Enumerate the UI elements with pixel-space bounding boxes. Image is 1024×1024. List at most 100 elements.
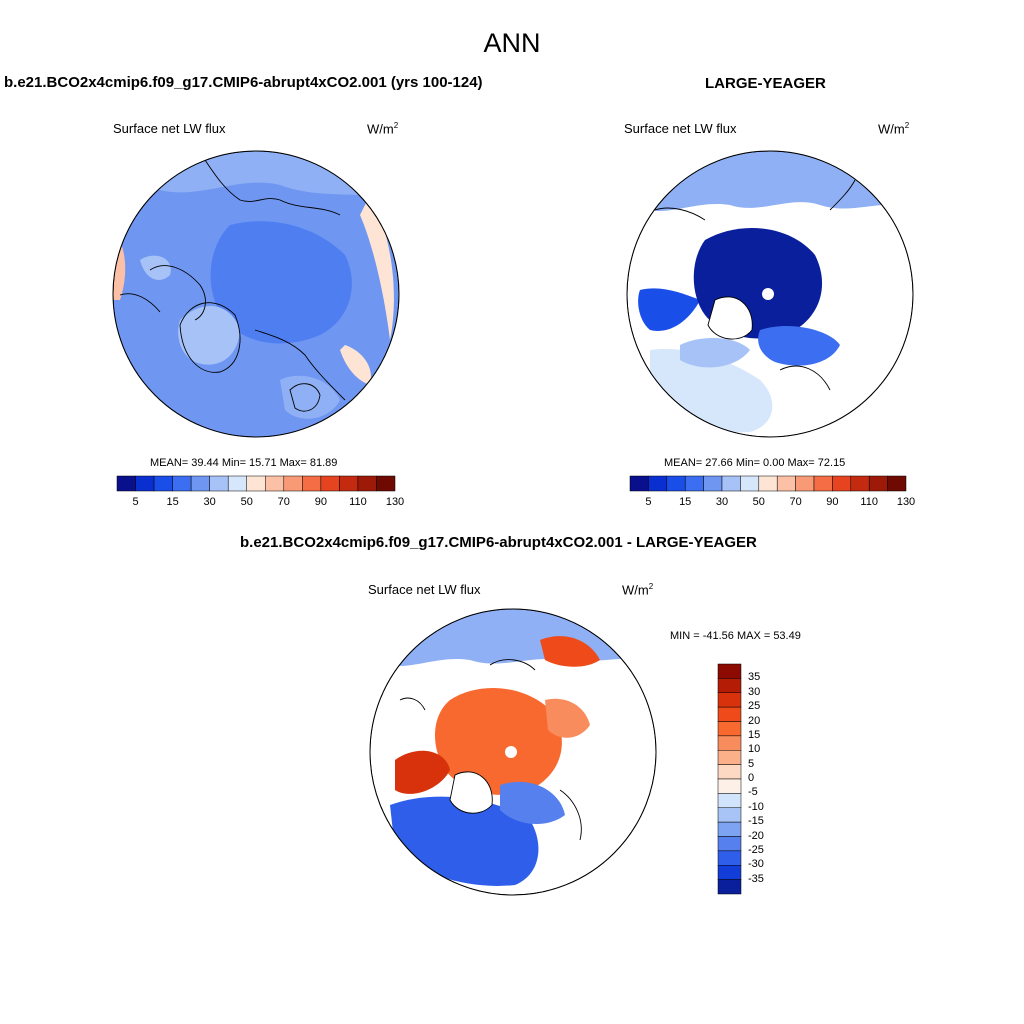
colorbar-1-swatch	[265, 475, 285, 492]
colorbar-3-tick-label: -30	[748, 858, 764, 871]
colorbar-3-swatch	[717, 850, 742, 866]
panel-1-stats: MEAN= 39.44 Min= 15.71 Max= 81.89	[150, 457, 338, 469]
colorbar-2-tick-label: 90	[826, 496, 839, 508]
panel-3-variable-label: Surface net LW flux	[368, 582, 481, 597]
panel-2-stats: MEAN= 27.66 Min= 0.00 Max= 72.15	[664, 457, 846, 469]
colorbar-2-swatch	[684, 475, 704, 492]
colorbar-2-swatch	[648, 475, 668, 492]
colorbar-2	[629, 475, 907, 492]
colorbar-3-swatch	[717, 735, 742, 751]
colorbar-1-swatch	[357, 475, 377, 492]
colorbar-3-tick-label: 5	[748, 757, 755, 770]
map-2-pole-hole	[762, 288, 774, 300]
colorbar-1-swatch	[190, 475, 210, 492]
panel-3-stats: MIN = -41.56 MAX = 53.49	[670, 630, 801, 642]
colorbar-3-tick-label: 30	[748, 685, 761, 698]
colorbar-1-swatch	[339, 475, 359, 492]
map-2-field-greenland-sea	[680, 338, 750, 368]
colorbar-3-tick-label: -5	[748, 786, 758, 799]
map-3-field-arctic-core	[434, 688, 562, 795]
colorbar-3-swatch	[717, 764, 742, 780]
colorbar-3-tick-label: 25	[748, 700, 761, 713]
colorbar-3-swatch	[717, 663, 742, 679]
map-1-field-alaska	[140, 255, 171, 280]
colorbar-1-tick-label: 70	[277, 496, 290, 508]
colorbar-2-swatch	[813, 475, 833, 492]
colorbar-1-swatch	[209, 475, 229, 492]
colorbar-2-tick-label: 30	[715, 496, 729, 508]
colorbar-1-tick-label: 15	[166, 496, 179, 508]
panel-2-variable-label: Surface net LW flux	[624, 121, 737, 136]
colorbar-3-swatch	[717, 807, 742, 823]
colorbar-2-swatch	[740, 475, 760, 492]
map-1	[113, 151, 399, 437]
panel-3-units: W/m2	[622, 582, 654, 598]
colorbar-2-swatch	[795, 475, 815, 492]
colorbar-3-tick-label: 35	[748, 671, 761, 684]
colorbar-3-swatch	[717, 865, 742, 880]
colorbar-1-swatch	[172, 475, 192, 492]
colorbar-1-tick-label: 5	[132, 496, 139, 508]
map-1-coastlines	[119, 159, 346, 412]
colorbar-2-tick-label: 50	[752, 496, 765, 508]
map-3-field-barents-cold	[500, 781, 565, 825]
colorbar-3-tick-label: 10	[748, 743, 761, 756]
colorbar-3-tick-label: 20	[748, 714, 761, 727]
map-1-field-warm-west	[113, 225, 126, 300]
colorbar-2-swatch	[832, 475, 852, 492]
colorbar-3-tick-label: -35	[748, 872, 764, 885]
colorbar-3-tick-label: 0	[748, 772, 755, 784]
colorbar-1-swatch	[283, 475, 303, 492]
colorbar-1-swatch	[153, 475, 173, 492]
colorbar-1-tick-label: 90	[314, 496, 327, 508]
map-3-greenland-land	[450, 771, 493, 814]
colorbar-2-swatch	[629, 475, 649, 492]
colorbar-2-swatch	[721, 475, 741, 492]
map-3-field-atlantic-cold	[390, 796, 539, 886]
colorbar-3-tick-label: 15	[748, 728, 761, 741]
colorbar-3-swatch	[717, 721, 742, 737]
colorbar-3-swatch	[717, 706, 742, 722]
colorbar-1-swatch	[376, 475, 396, 492]
colorbar-2-swatch	[703, 475, 723, 492]
colorbar-1-swatch	[302, 475, 322, 492]
panel-3-case-title: b.e21.BCO2x4cmip6.f09_g17.CMIP6-abrupt4x…	[240, 534, 757, 551]
colorbar-3-swatch	[717, 836, 742, 852]
page-title: ANN	[483, 28, 541, 58]
colorbar-1-swatch	[116, 475, 136, 492]
colorbar-3-tick-label: -10	[748, 800, 764, 813]
colorbar-1-tick-label: 50	[240, 496, 253, 508]
map-2-field-canada	[638, 288, 700, 331]
map-1-field-arctic-core	[210, 221, 352, 344]
colorbar-3-swatch	[717, 821, 742, 837]
map-3-field-siberia	[545, 698, 590, 738]
colorbar-3-swatch	[717, 778, 742, 794]
colorbar-2-tick-label: 70	[789, 496, 802, 508]
colorbar-2-tick-label: 110	[860, 496, 878, 508]
colorbar-3-tick-label: -20	[748, 829, 764, 842]
colorbar-1-tick-label: 30	[203, 496, 216, 508]
colorbar-2-tick-label: 5	[645, 496, 652, 508]
colorbar-3-tick-label: -15	[748, 815, 764, 828]
colorbar-3-swatch	[717, 879, 742, 895]
colorbar-2-tick-label: 15	[679, 496, 692, 508]
map-1-field-greenland	[178, 306, 240, 365]
map-3-field-north	[370, 609, 656, 666]
panel-1-case-title: b.e21.BCO2x4cmip6.f09_g17.CMIP6-abrupt4x…	[4, 74, 483, 91]
colorbar-2-swatch	[850, 475, 870, 492]
colorbar-1-tick-label: 130	[385, 496, 405, 508]
map-2-field-barents	[758, 325, 840, 366]
panel-2-case-title: LARGE-YEAGER	[705, 75, 826, 92]
map-2-greenland-land	[708, 296, 753, 340]
colorbar-3	[717, 663, 742, 895]
map-3-field-bering	[540, 636, 600, 667]
colorbar-1-swatch	[320, 475, 340, 492]
map-2-field-north	[627, 151, 913, 211]
colorbar-3-swatch	[717, 750, 742, 765]
colorbar-2-swatch	[758, 475, 778, 492]
map-3	[370, 609, 656, 895]
panel-2-units: W/m2	[878, 121, 910, 137]
colorbar-2-swatch	[666, 475, 686, 492]
colorbar-2-tick-label: 130	[896, 496, 916, 508]
